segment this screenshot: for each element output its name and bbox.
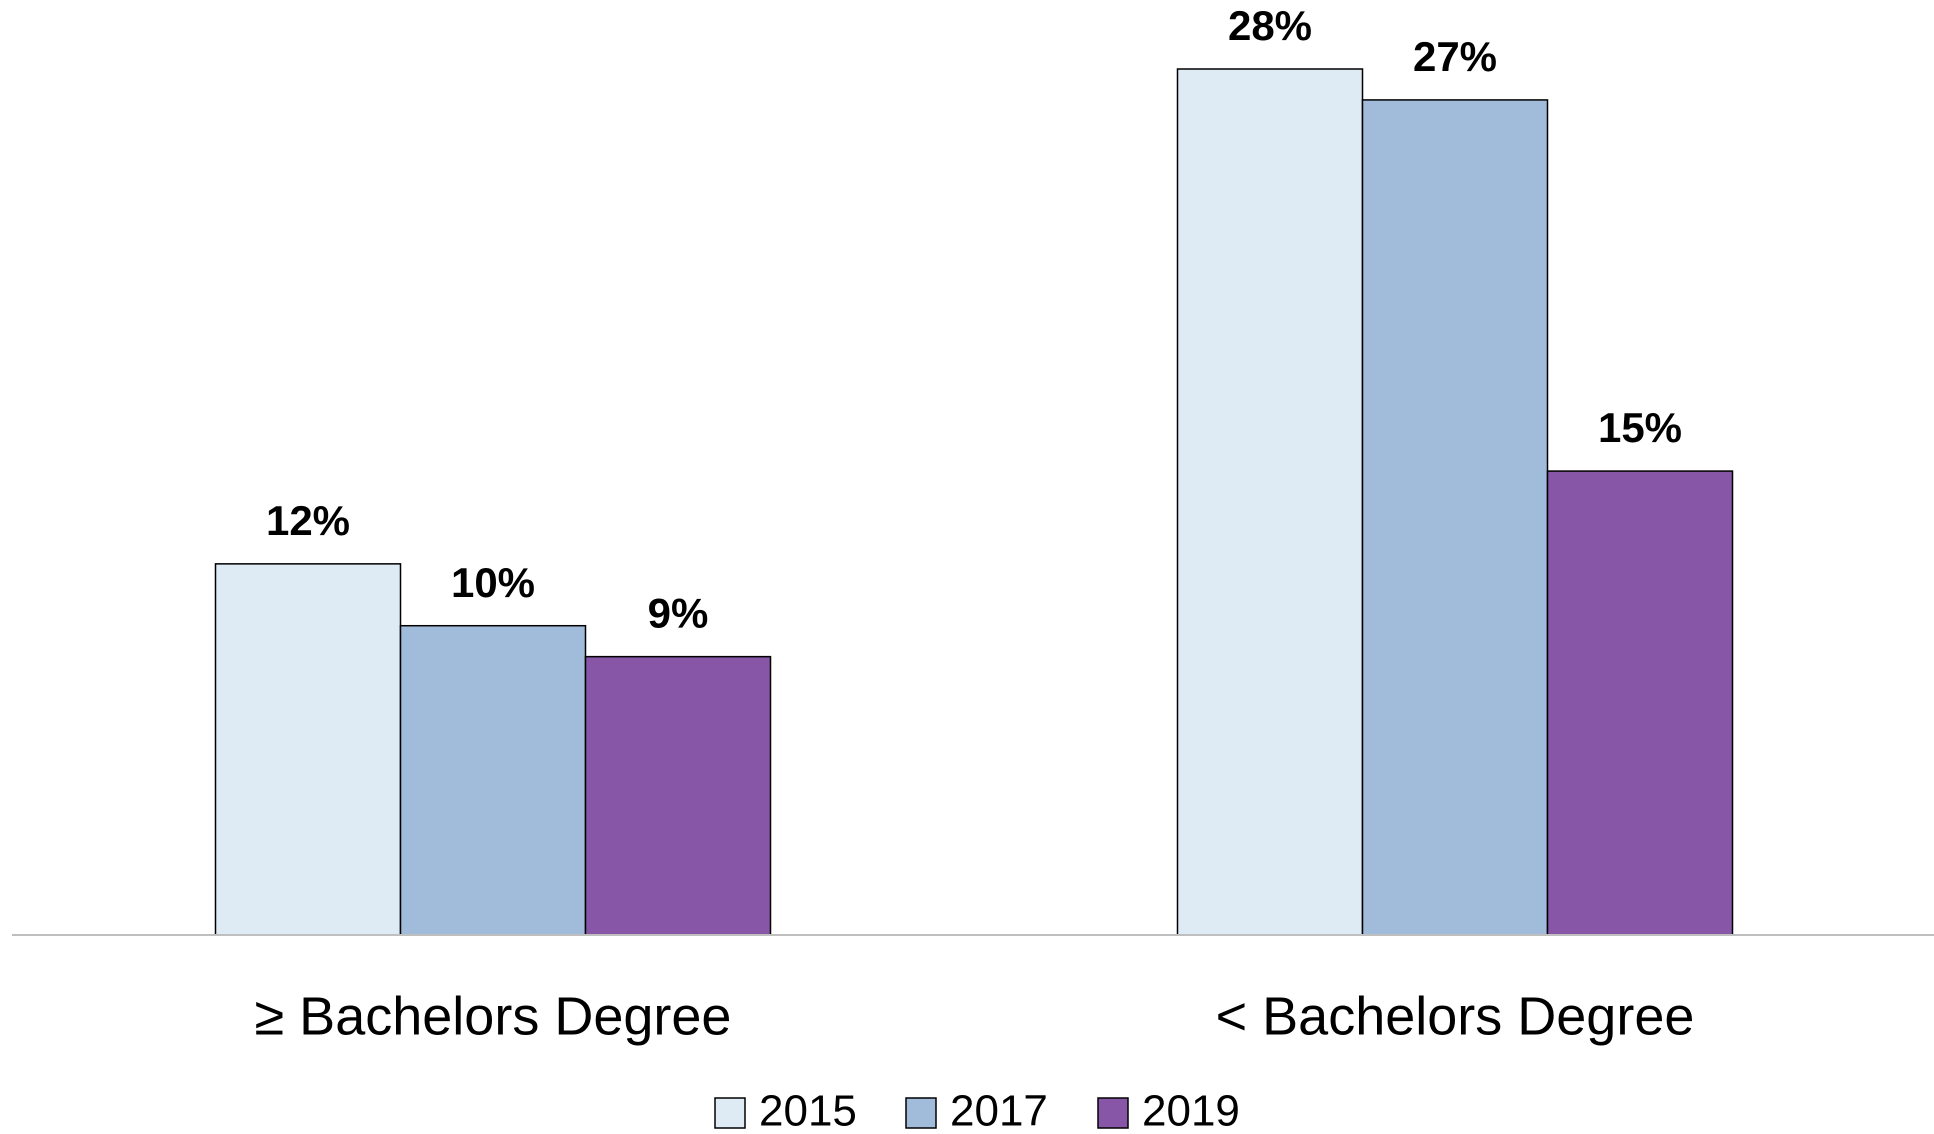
x-tick-label: < Bachelors Degree	[1216, 986, 1695, 1046]
bar	[214, 563, 402, 936]
bar	[1176, 68, 1364, 936]
value-label: 15%	[1598, 404, 1682, 451]
bar	[1546, 470, 1734, 936]
legend-label: 2015	[759, 1087, 857, 1134]
value-label: 27%	[1413, 33, 1497, 80]
x-tick-label: ≥ Bachelors Degree	[255, 986, 732, 1046]
value-label: 12%	[266, 497, 350, 544]
legend-swatch	[1097, 1097, 1129, 1129]
value-label: 28%	[1228, 2, 1312, 49]
legend-swatch	[905, 1097, 937, 1129]
bar	[1361, 99, 1549, 936]
legend-swatch	[714, 1097, 746, 1129]
value-label: 9%	[648, 590, 709, 637]
value-label: 10%	[451, 559, 535, 606]
bar	[584, 655, 772, 936]
legend-label: 2019	[1142, 1087, 1240, 1134]
bar	[399, 624, 587, 936]
legend-label: 2017	[950, 1087, 1048, 1134]
